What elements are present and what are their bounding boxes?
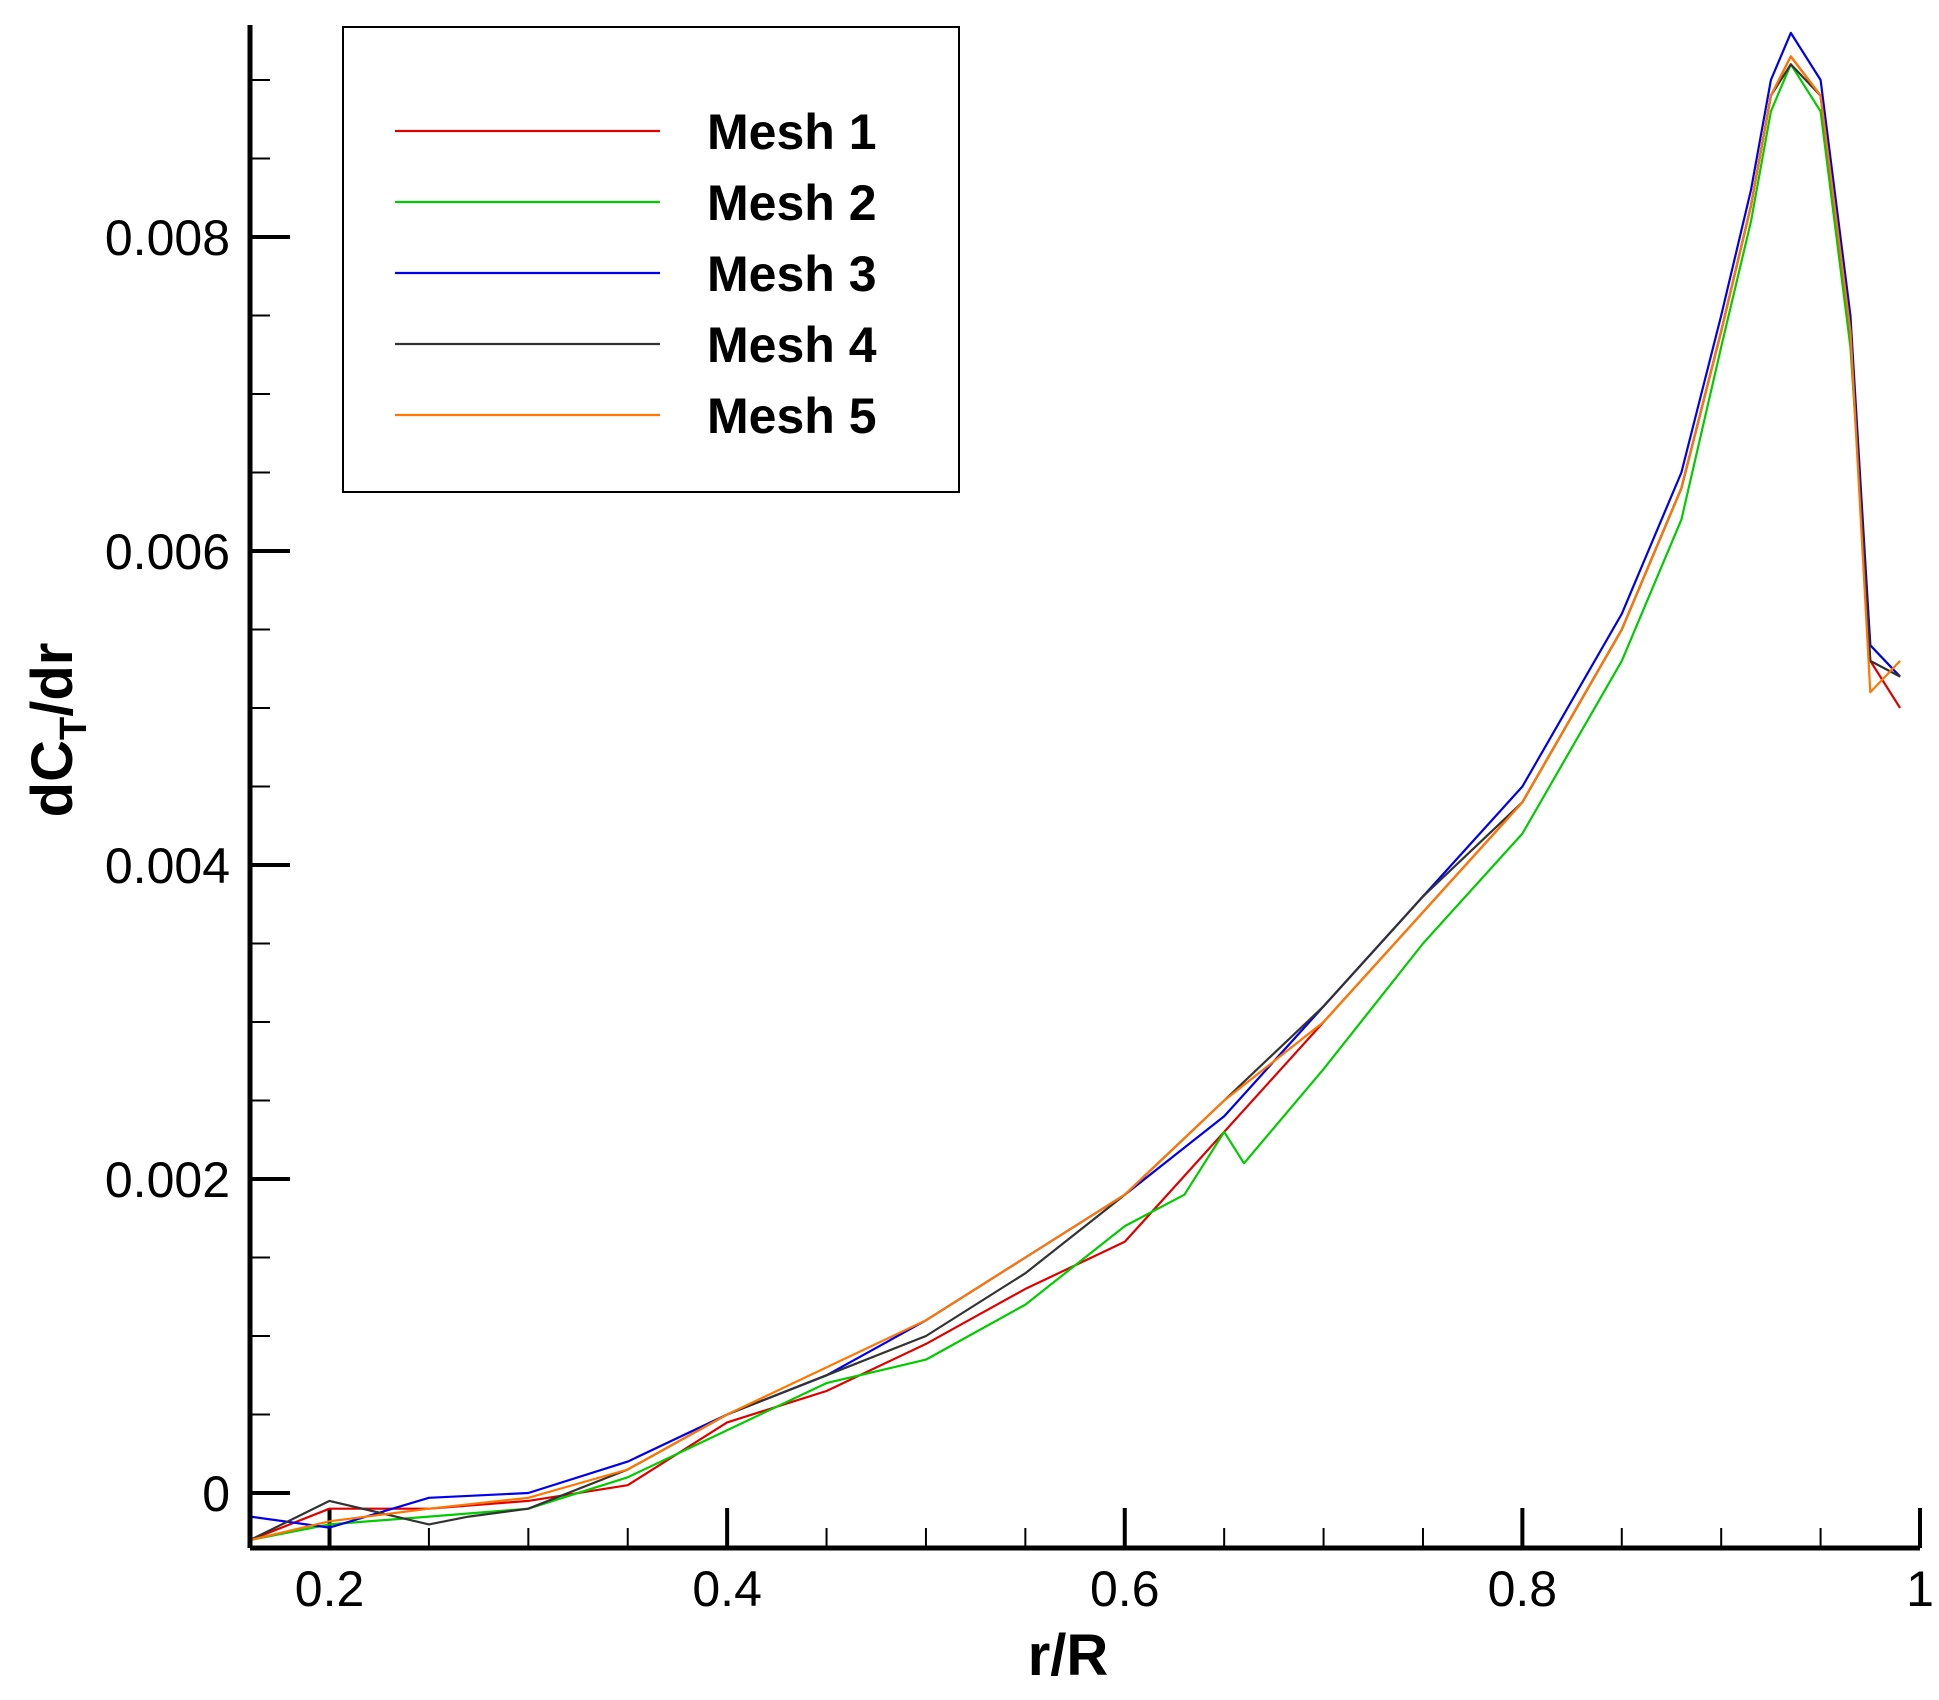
legend-label-mesh-5: Mesh 5 [707, 388, 877, 444]
legend: Mesh 1 Mesh 2 Mesh 3 Mesh 4 Mesh 5 [342, 26, 960, 493]
legend-label-mesh-1: Mesh 1 [707, 104, 877, 160]
y-axis-title-main: dC [20, 740, 85, 817]
legend-entries: Mesh 1 Mesh 2 Mesh 3 Mesh 4 Mesh 5 [395, 104, 877, 444]
y-tick-label: 0.002 [105, 1152, 230, 1208]
axis-ticks: 0.2 0.4 0.6 0.8 1 0 0.002 0.004 0.006 0.008 [105, 78, 1934, 1617]
y-tick-label: 0.004 [105, 838, 230, 894]
series-line-mesh-4 [249, 63, 1901, 1542]
x-tick-label: 0.2 [295, 1561, 365, 1617]
x-tick-label: 0.8 [1488, 1561, 1558, 1617]
y-tick-label: 0 [202, 1466, 230, 1522]
x-tick-label: 0.4 [692, 1561, 762, 1617]
x-tick-label: 1 [1906, 1561, 1934, 1617]
legend-label-mesh-3: Mesh 3 [707, 246, 877, 302]
legend-label-mesh-2: Mesh 2 [707, 175, 877, 231]
series-line-mesh-5 [249, 55, 1901, 1542]
y-axis-title-tail: /dr [20, 643, 85, 717]
legend-label-mesh-4: Mesh 4 [707, 317, 877, 373]
series-line-mesh-2 [249, 63, 1901, 1542]
y-axis-title: dCT/dr [20, 643, 95, 818]
y-tick-label: 0.006 [105, 524, 230, 580]
x-tick-label: 0.6 [1090, 1561, 1160, 1617]
y-tick-label: 0.008 [105, 210, 230, 266]
y-axis-title-subscript: T [53, 717, 95, 740]
series-lines [249, 31, 1902, 1542]
x-axis-title: r/R [1028, 1623, 1109, 1688]
